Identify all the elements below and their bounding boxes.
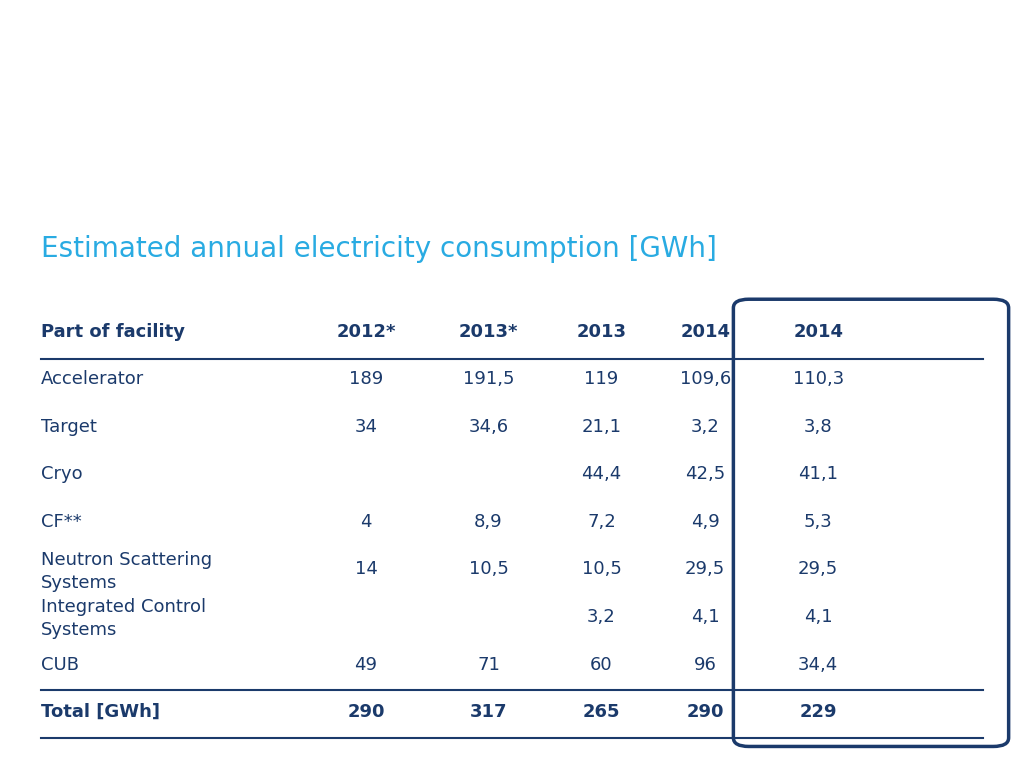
Text: 2013: 2013: [577, 323, 627, 341]
Text: Total [GWh]: Total [GWh]: [41, 703, 160, 721]
Text: 10,5: 10,5: [582, 561, 622, 578]
Text: 290: 290: [347, 703, 385, 721]
Text: 5,3: 5,3: [804, 513, 833, 531]
Text: 2013*: 2013*: [459, 323, 518, 341]
Text: 41,1: 41,1: [798, 465, 839, 483]
Text: 21,1: 21,1: [582, 418, 622, 435]
Text: 4,9: 4,9: [691, 513, 720, 531]
Text: Electricity consumption of ESS – current
estimate: Electricity consumption of ESS – current…: [31, 44, 807, 126]
Text: 14: 14: [354, 561, 378, 578]
Text: SPALLATION: SPALLATION: [953, 81, 1012, 91]
Text: Cryo: Cryo: [41, 465, 83, 483]
Text: Accelerator: Accelerator: [41, 370, 144, 389]
Text: 71: 71: [477, 656, 500, 674]
Text: Target: Target: [41, 418, 97, 435]
Text: Systems: Systems: [41, 574, 118, 592]
Text: 317: 317: [470, 703, 507, 721]
Text: 3,2: 3,2: [691, 418, 720, 435]
Text: 229: 229: [800, 703, 837, 721]
Text: 34: 34: [354, 418, 378, 435]
Text: 3,8: 3,8: [804, 418, 833, 435]
Text: 34,6: 34,6: [468, 418, 509, 435]
Text: Systems: Systems: [41, 621, 118, 639]
Text: 110,3: 110,3: [793, 370, 844, 389]
Text: 4,1: 4,1: [804, 608, 833, 626]
Text: SOURCE: SOURCE: [953, 110, 993, 120]
Text: 29,5: 29,5: [685, 561, 725, 578]
Text: 44,4: 44,4: [582, 465, 622, 483]
Text: 49: 49: [354, 656, 378, 674]
Text: 119: 119: [585, 370, 618, 389]
Text: 4: 4: [360, 513, 372, 531]
Text: 2012*: 2012*: [336, 323, 395, 341]
Text: 29,5: 29,5: [798, 561, 839, 578]
Text: 4,1: 4,1: [691, 608, 720, 626]
Text: 96: 96: [693, 656, 717, 674]
Text: CF**: CF**: [41, 513, 82, 531]
Text: 8,9: 8,9: [474, 513, 503, 531]
Text: 7,2: 7,2: [587, 513, 615, 531]
Text: 10,5: 10,5: [469, 561, 508, 578]
Text: ess: ess: [872, 74, 920, 98]
Text: Integrated Control: Integrated Control: [41, 598, 206, 617]
Text: 3,2: 3,2: [587, 608, 615, 626]
Text: Neutron Scattering: Neutron Scattering: [41, 551, 212, 569]
Text: 109,6: 109,6: [680, 370, 731, 389]
Text: 42,5: 42,5: [685, 465, 725, 483]
Text: 290: 290: [686, 703, 724, 721]
Text: 2014: 2014: [794, 323, 843, 341]
Text: 34,4: 34,4: [798, 656, 839, 674]
Text: 2014: 2014: [680, 323, 730, 341]
Text: 60: 60: [590, 656, 612, 674]
Text: 265: 265: [583, 703, 621, 721]
Text: Part of facility: Part of facility: [41, 323, 185, 341]
Text: Estimated annual electricity consumption [GWh]: Estimated annual electricity consumption…: [41, 234, 717, 263]
Text: EUROPEAN: EUROPEAN: [953, 51, 1007, 61]
Text: 191,5: 191,5: [463, 370, 514, 389]
Text: 189: 189: [349, 370, 383, 389]
Text: CUB: CUB: [41, 656, 79, 674]
